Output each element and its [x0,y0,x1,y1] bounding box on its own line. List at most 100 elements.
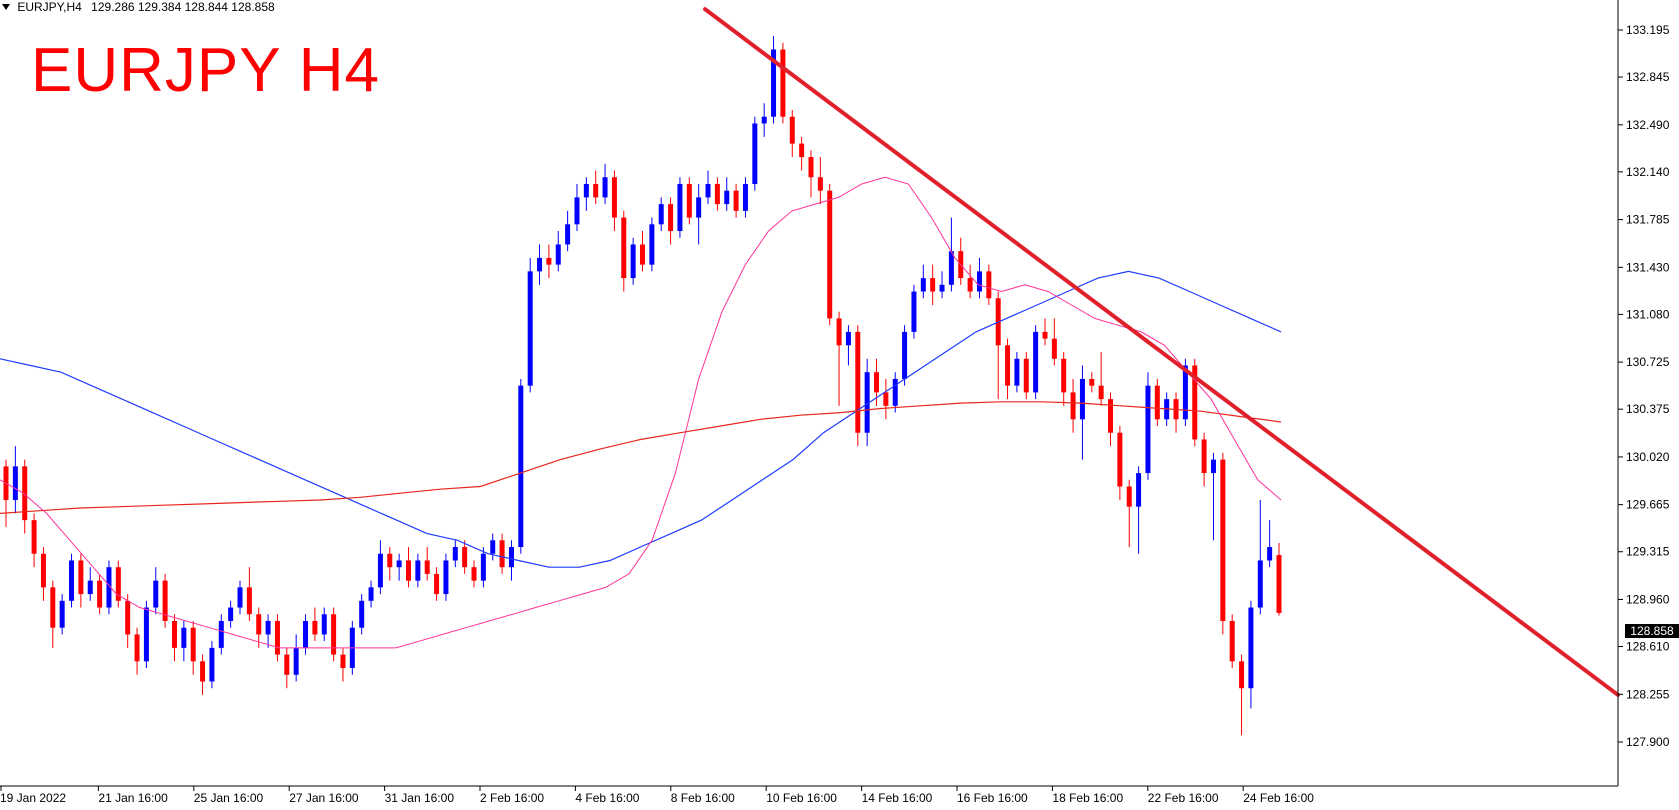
candle-bearish [1061,358,1067,393]
candle-bearish [1239,661,1245,689]
candle-bullish [939,284,945,292]
candle-bearish [434,573,440,595]
candle-bullish [490,540,496,554]
candle-bullish [649,224,655,265]
candle-bullish [527,271,533,386]
time-tick-label: 2 Feb 16:00 [480,791,544,805]
chart-title: EURJPY H4 [31,36,380,105]
candle-bearish [424,560,430,574]
descending-trendline [703,7,1620,697]
time-tick-label: 4 Feb 16:00 [575,791,639,805]
candle-bearish [162,580,168,621]
candle-bullish [377,553,383,588]
candle-bullish [705,183,711,198]
candle-bullish [303,620,309,648]
time-tick-label: 21 Jan 16:00 [98,791,168,805]
time-tick-label: 25 Jan 16:00 [194,791,264,805]
candle-bullish [209,647,215,682]
time-tick-label: 14 Feb 16:00 [862,791,933,805]
candle-bullish [630,244,636,279]
candle-bearish [780,49,786,117]
candle-bearish [874,372,880,393]
candle-bearish [1108,399,1114,433]
candle-bullish [845,331,851,346]
candle-bullish [293,647,299,675]
price-tick-label: 128.255 [1626,687,1670,701]
candle-bearish [640,244,645,265]
candle-bearish [78,560,84,595]
candle-bearish [1089,378,1095,386]
time-tick-label: 18 Feb 16:00 [1052,791,1123,805]
candle-bearish [808,157,814,178]
candle-bearish [340,654,346,669]
price-tick-label: 133.195 [1626,23,1670,37]
collapse-arrow-icon[interactable] [2,4,10,11]
candle-bearish [1098,385,1104,400]
candle-bullish [153,580,159,608]
candle-bullish [518,385,524,548]
candle-bullish [1014,358,1020,386]
candle-bullish [677,183,683,232]
candle-bullish [508,547,514,568]
moving-average-pink [0,176,1282,649]
candle-bullish [602,177,608,198]
candle-bullish [574,197,580,225]
candle-bearish [1051,338,1057,359]
candle-bearish [1023,358,1029,393]
candle-bearish [331,614,337,655]
price-tick-label: 132.490 [1626,118,1670,132]
candle-bullish [218,620,224,648]
time-tick-label: 19 Jan 2022 [0,791,66,805]
time-tick-label: 22 Feb 16:00 [1148,791,1219,805]
chart-header: EURJPY,H4 129.286 129.384 128.844 128.85… [0,0,275,16]
candle-bearish [827,190,833,319]
candle-bearish [799,143,805,158]
price-tick-label: 129.665 [1626,498,1670,512]
candle-bearish [1126,486,1132,507]
candle-bullish [658,204,664,225]
candle-bearish [789,116,795,144]
candle-bullish [976,271,982,292]
candle-bearish [1005,345,1011,386]
candle-bullish [771,49,777,117]
candle-bearish [1229,620,1235,662]
candle-bearish [817,177,823,191]
time-tick-label: 27 Jan 16:00 [289,791,359,805]
candle-bullish [368,587,374,601]
candle-bullish [69,560,75,601]
candle-bearish [246,587,252,615]
candle-bearish [967,278,973,292]
candle-bullish [415,560,421,581]
candle-bearish [200,661,206,682]
price-tick-label: 131.785 [1626,213,1670,227]
candle-bullish [911,291,917,332]
candle-bearish [284,654,290,675]
candle-bearish [668,204,674,232]
candle-bullish [724,190,730,205]
candle-bullish [396,560,402,568]
candle-bearish [733,190,739,211]
price-tick-label: 132.845 [1626,70,1670,84]
candle-bullish [87,580,93,595]
candle-bearish [405,560,411,581]
candle-bullish [237,587,243,608]
candle-bearish [686,183,692,218]
candle-bullish [742,183,748,211]
candle-bullish [480,553,486,581]
candle-bearish [1042,331,1048,339]
candle-bullish [1248,607,1254,689]
candle-bearish [621,217,627,279]
candle-bearish [611,177,617,218]
candle-bullish [1257,560,1263,608]
ohlc-values: 129.286 129.384 128.844 128.858 [91,0,275,14]
candle-bearish [312,620,318,635]
symbol-label: EURJPY,H4 [17,0,82,14]
candle-bullish [920,278,926,292]
candle-bearish [499,540,505,568]
candle-bullish [752,123,758,184]
candle-bullish [1267,547,1273,561]
candle-bullish [1182,365,1188,420]
candle-bearish [256,614,262,635]
candle-bullish [265,620,271,635]
